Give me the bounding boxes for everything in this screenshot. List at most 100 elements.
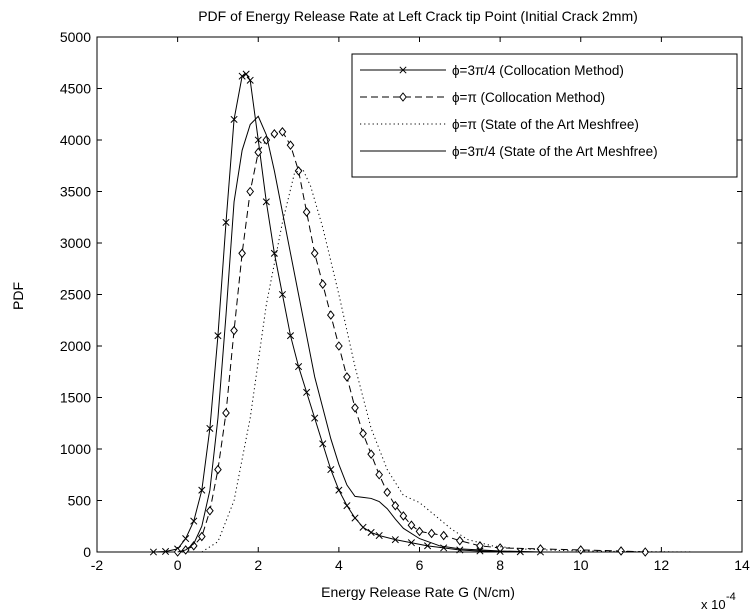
series-point bbox=[286, 140, 295, 150]
x-axis-multiplier: x 10 bbox=[701, 597, 726, 612]
series-point bbox=[310, 248, 319, 259]
series-point bbox=[311, 414, 319, 422]
series-point bbox=[161, 547, 170, 556]
series-point bbox=[318, 279, 327, 290]
series-point bbox=[496, 543, 504, 553]
series-point bbox=[399, 511, 408, 521]
x-axis-label: Energy Release Rate G (N/cm) bbox=[321, 584, 515, 600]
x-tick-label: -2 bbox=[91, 557, 104, 573]
series-point bbox=[214, 464, 222, 475]
series-point bbox=[456, 546, 464, 554]
series-point bbox=[254, 136, 262, 144]
series-point bbox=[576, 545, 585, 555]
series-point bbox=[302, 207, 311, 217]
series-line bbox=[153, 73, 541, 553]
y-tick-label: 3000 bbox=[60, 235, 91, 251]
series-point bbox=[343, 372, 351, 382]
chart-title: PDF of Energy Release Rate at Left Crack… bbox=[198, 8, 638, 24]
series-point bbox=[230, 325, 238, 336]
y-tick-label: 1500 bbox=[60, 390, 91, 406]
series-point bbox=[375, 531, 383, 540]
series-point bbox=[335, 341, 343, 351]
y-tick-label: 5000 bbox=[60, 29, 91, 45]
series-point bbox=[270, 129, 279, 139]
y-tick-label: 500 bbox=[68, 493, 92, 509]
series-point bbox=[375, 469, 384, 480]
series-point bbox=[230, 115, 238, 123]
series-point bbox=[641, 547, 650, 557]
legend-label: ϕ=π (State of the Art Meshfree) bbox=[452, 117, 639, 132]
legend-marker bbox=[399, 92, 407, 102]
series-point bbox=[190, 517, 198, 525]
x-tick-label: 14 bbox=[734, 557, 750, 573]
series-point bbox=[189, 541, 198, 551]
y-tick-label: 4000 bbox=[60, 132, 91, 148]
series-point bbox=[319, 440, 327, 448]
series-point bbox=[407, 539, 415, 547]
series-point bbox=[262, 135, 271, 145]
series-point bbox=[383, 487, 392, 498]
series-point bbox=[343, 502, 351, 510]
series-point bbox=[173, 547, 182, 557]
series-point bbox=[391, 500, 400, 511]
series-line bbox=[201, 168, 702, 553]
legend-label: ϕ=3π/4 (Collocation Method) bbox=[452, 63, 624, 78]
x-tick-label: 12 bbox=[654, 557, 670, 573]
series-point bbox=[278, 126, 287, 137]
y-tick-label: 4500 bbox=[60, 81, 91, 97]
series-2 bbox=[173, 126, 650, 557]
series-point bbox=[424, 542, 432, 550]
series-layer bbox=[149, 70, 702, 557]
series-point bbox=[335, 486, 343, 494]
legend-label: ϕ=π (Collocation Method) bbox=[452, 90, 605, 105]
series-point bbox=[222, 408, 230, 418]
series-3 bbox=[201, 168, 702, 553]
x-axis-multiplier-exponent: -4 bbox=[726, 591, 736, 603]
series-point bbox=[303, 388, 311, 396]
legend-item: ϕ=3π/4 (Collocation Method) bbox=[360, 63, 624, 78]
x-tick-label: 4 bbox=[335, 557, 343, 573]
series-point bbox=[182, 535, 190, 543]
series-point bbox=[391, 536, 399, 544]
series-point bbox=[214, 332, 222, 340]
series-point bbox=[262, 198, 270, 206]
series-point bbox=[617, 546, 625, 556]
legend-marker bbox=[399, 66, 407, 74]
series-point bbox=[407, 520, 416, 531]
series-line bbox=[177, 115, 541, 553]
series-point bbox=[198, 486, 206, 494]
series-point bbox=[246, 76, 254, 84]
legend-label: ϕ=3π/4 (State of the Art Meshfree) bbox=[452, 144, 658, 159]
series-point bbox=[286, 332, 295, 340]
series-point bbox=[439, 530, 448, 541]
series-point bbox=[254, 147, 263, 158]
series-point bbox=[367, 449, 375, 459]
legend-items: ϕ=3π/4 (Collocation Method) ϕ=π (Collocat… bbox=[360, 63, 658, 159]
series-point bbox=[197, 531, 206, 542]
legend-item: ϕ=π (State of the Art Meshfree) bbox=[360, 117, 639, 132]
series-point bbox=[359, 523, 367, 531]
series-point bbox=[222, 218, 230, 226]
series-point bbox=[206, 424, 214, 432]
series-point bbox=[326, 310, 335, 320]
series-point bbox=[238, 72, 246, 80]
y-tick-label: 3500 bbox=[60, 184, 91, 200]
series-point bbox=[455, 535, 464, 546]
series-point bbox=[536, 544, 545, 554]
legend-item: ϕ=3π/4 (State of the Art Meshfree) bbox=[360, 144, 658, 159]
x-tick-label: 8 bbox=[496, 557, 504, 573]
series-point bbox=[367, 528, 375, 536]
series-point bbox=[476, 547, 484, 555]
series-4 bbox=[177, 115, 541, 553]
x-tick-label: 10 bbox=[573, 557, 589, 573]
series-point bbox=[206, 505, 214, 516]
series-point bbox=[427, 528, 436, 539]
legend: ϕ=3π/4 (Collocation Method) ϕ=π (Collocat… bbox=[351, 53, 738, 178]
series-point bbox=[351, 514, 359, 522]
axis-ticks: -2 0 2 4 6 8 10 12 14050010001500200025003000350… bbox=[60, 29, 750, 573]
x-tick-label: 2 bbox=[254, 557, 262, 573]
x-tick-label: 6 bbox=[416, 557, 424, 573]
x-tick-label: 0 bbox=[174, 557, 182, 573]
series-point bbox=[295, 363, 303, 371]
